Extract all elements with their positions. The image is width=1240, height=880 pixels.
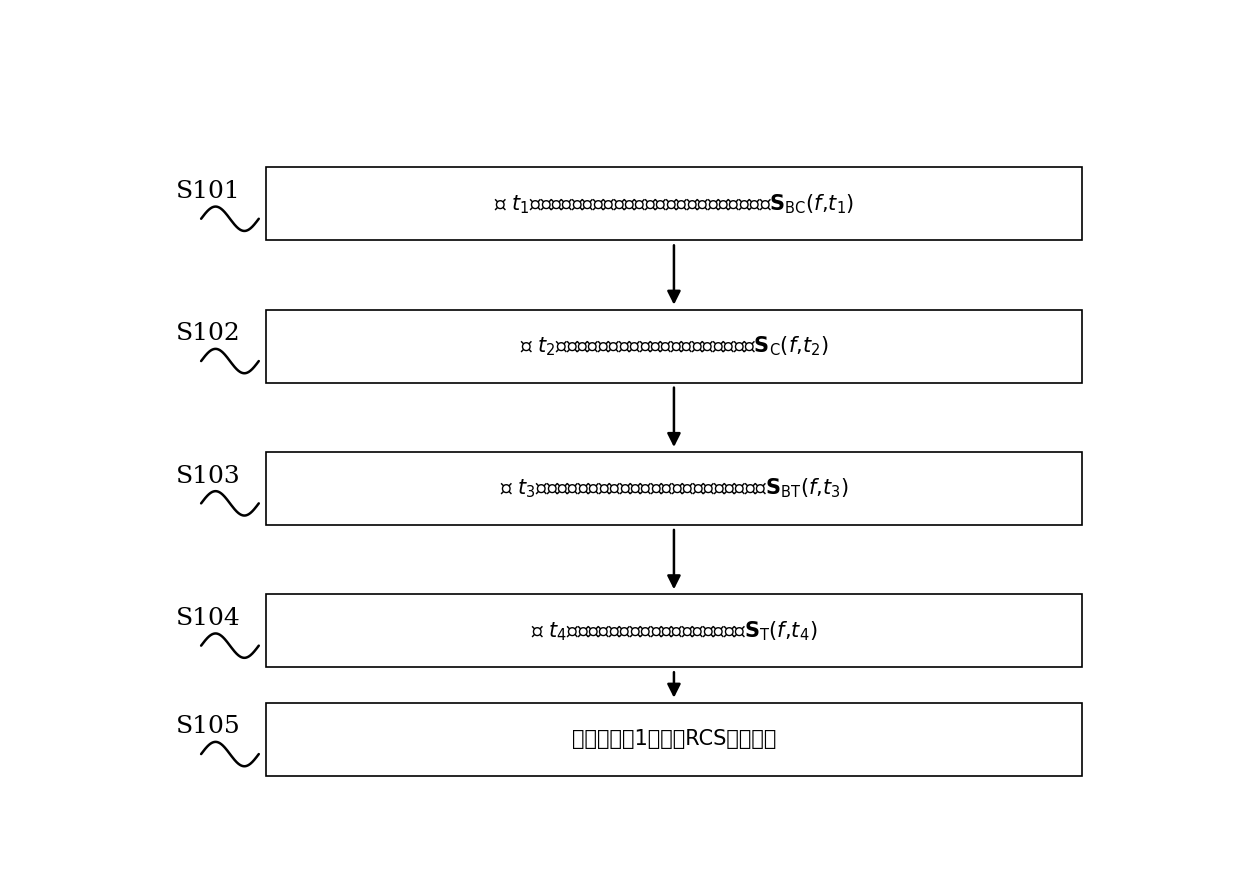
Text: 采用公式（1）进行RCS定标处理: 采用公式（1）进行RCS定标处理 — [572, 730, 776, 749]
Text: 在 $t_4$时刻，测量获取安装目标后的目标回波$\mathbf{S}_{\mathrm{T}}$($f$,$t_4$): 在 $t_4$时刻，测量获取安装目标后的目标回波$\mathbf{S}_{\ma… — [531, 619, 817, 642]
Bar — [265, 310, 1083, 383]
Text: 在 $t_1$时刻，测量获取安装定标体支架后的测试场背景回波$\mathbf{S}_{\mathrm{BC}}$($f$,$t_1$): 在 $t_1$时刻，测量获取安装定标体支架后的测试场背景回波$\mathbf{S… — [494, 192, 854, 216]
Text: 在 $t_3$时刻，测量获取安装目标支架后的测试场背景回波$\mathbf{S}_{\mathrm{BT}}$($f$,$t_3$): 在 $t_3$时刻，测量获取安装目标支架后的测试场背景回波$\mathbf{S}… — [500, 477, 848, 500]
Text: S102: S102 — [176, 322, 241, 346]
Bar — [265, 594, 1083, 667]
Bar — [265, 702, 1083, 776]
Text: 在 $t_2$时刻，测量获取安装定标体后的定标体回波$\mathbf{S}_{\mathrm{C}}$($f$,$t_2$): 在 $t_2$时刻，测量获取安装定标体后的定标体回波$\mathbf{S}_{\… — [520, 334, 828, 358]
Text: S104: S104 — [176, 607, 241, 630]
Text: S105: S105 — [176, 715, 241, 738]
Text: S103: S103 — [176, 465, 241, 488]
Text: S101: S101 — [176, 180, 241, 203]
Bar — [265, 167, 1083, 240]
Bar — [265, 451, 1083, 525]
